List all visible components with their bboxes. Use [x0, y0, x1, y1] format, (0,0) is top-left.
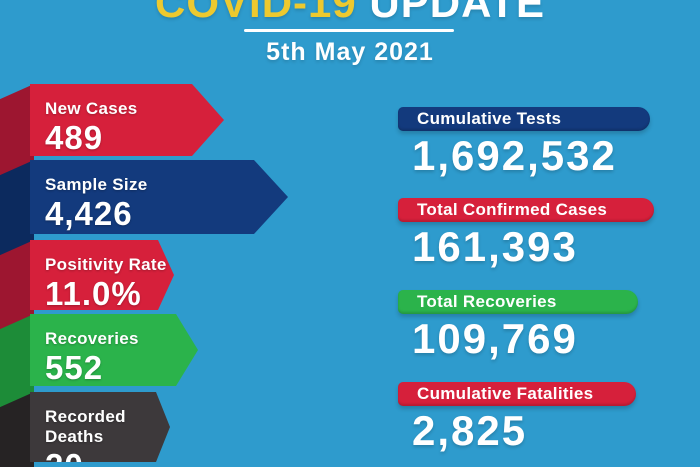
stat-label: Total Confirmed Cases — [417, 200, 608, 219]
stat-value: 489 — [45, 119, 104, 156]
stat-value: 4,426 — [45, 195, 133, 232]
stat-label: Sample Size — [45, 175, 148, 194]
stat-cumulative-fatalities: Cumulative Fatalities 2,825 — [398, 382, 636, 453]
stat-label: Recorded Deaths — [45, 407, 126, 446]
ribbon-body: Recorded Deaths 20 — [30, 392, 170, 462]
stat-label: Recoveries — [45, 329, 139, 348]
ribbon-body: Recoveries 552 — [30, 314, 198, 386]
stat-value: 161,393 — [412, 223, 578, 270]
stat-label: Cumulative Fatalities — [417, 384, 594, 403]
stat-label: New Cases — [45, 99, 138, 118]
stat-badge: Cumulative Fatalities — [398, 382, 636, 406]
report-date: 5th May 2021 — [266, 38, 434, 66]
stat-label: Positivity Rate — [45, 255, 167, 274]
stat-value: 2,825 — [412, 407, 528, 454]
stat-value: 109,769 — [412, 315, 578, 362]
title-update: UPDATE — [369, 0, 545, 26]
ribbon-body: Sample Size 4,426 — [30, 160, 288, 234]
stat-label: Cumulative Tests — [417, 109, 562, 128]
stat-total-recoveries: Total Recoveries 109,769 — [398, 290, 638, 361]
stat-value: 552 — [45, 349, 104, 386]
title-covid19: COVID-19 — [155, 0, 357, 26]
stat-total-confirmed-cases: Total Confirmed Cases 161,393 — [398, 198, 654, 269]
stat-value: 20 — [45, 447, 84, 467]
page-title: COVID-19 UPDATE — [0, 0, 700, 26]
ribbon-body: New Cases 489 — [30, 84, 224, 156]
stat-cumulative-tests: Cumulative Tests 1,692,532 — [398, 107, 650, 178]
ribbon-body: Positivity Rate 11.0% — [30, 240, 174, 310]
stat-value: 11.0% — [45, 275, 142, 312]
title-underline — [244, 29, 454, 32]
stat-badge: Total Confirmed Cases — [398, 198, 654, 222]
stat-label: Total Recoveries — [417, 292, 557, 311]
stat-value: 1,692,532 — [412, 132, 617, 179]
stat-badge: Cumulative Tests — [398, 107, 650, 131]
stat-badge: Total Recoveries — [398, 290, 638, 314]
